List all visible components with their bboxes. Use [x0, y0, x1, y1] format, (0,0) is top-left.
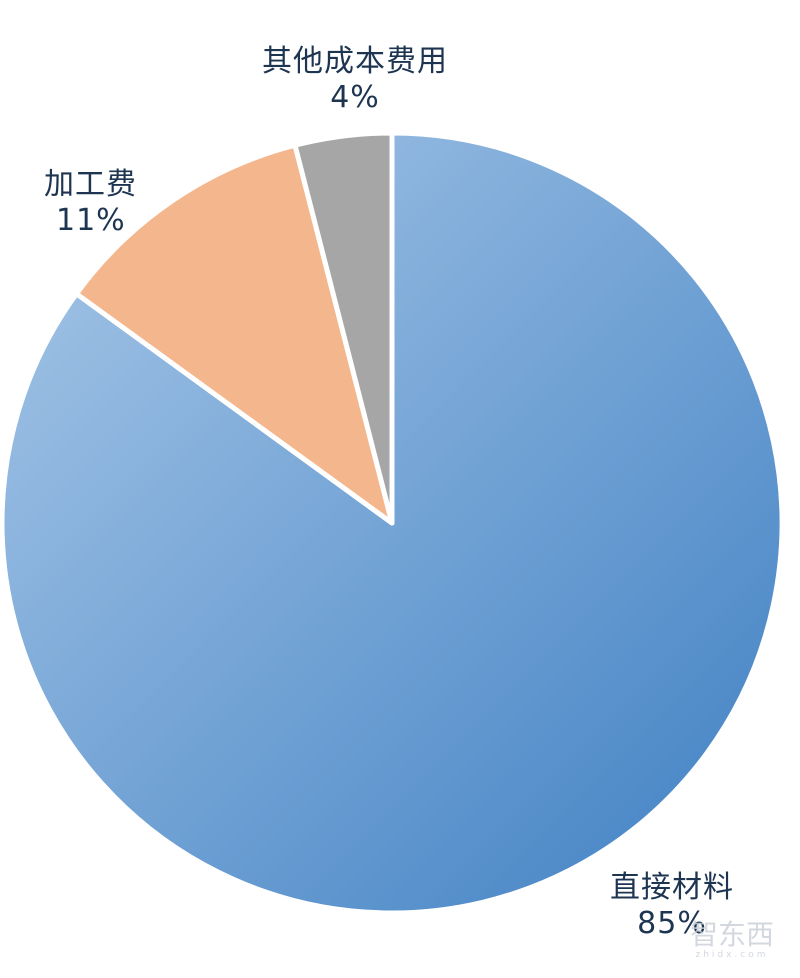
watermark-text: 智东西 [690, 918, 775, 951]
pie-slice-2 [292, 130, 395, 526]
watermark-logo: 智东西 zhidx.com [690, 918, 775, 961]
watermark-sub: zhidx.com [695, 950, 769, 960]
slice-value-other-costs: 4% [330, 80, 380, 115]
slice-label-other-costs: 其他成本费用 [262, 44, 448, 79]
slice-value-processing-fee: 11% [56, 203, 126, 238]
label-other-costs: 其他成本费用 4% [245, 44, 465, 116]
slice-value-direct-materials: 85% [637, 906, 707, 941]
slice-label-processing-fee: 加工费 [44, 167, 137, 202]
pie-slice-1 [73, 142, 395, 526]
label-processing-fee: 加工费 11% [28, 167, 153, 239]
slice-label-direct-materials: 直接材料 [610, 870, 734, 905]
label-direct-materials: 直接材料 85% [597, 870, 747, 942]
